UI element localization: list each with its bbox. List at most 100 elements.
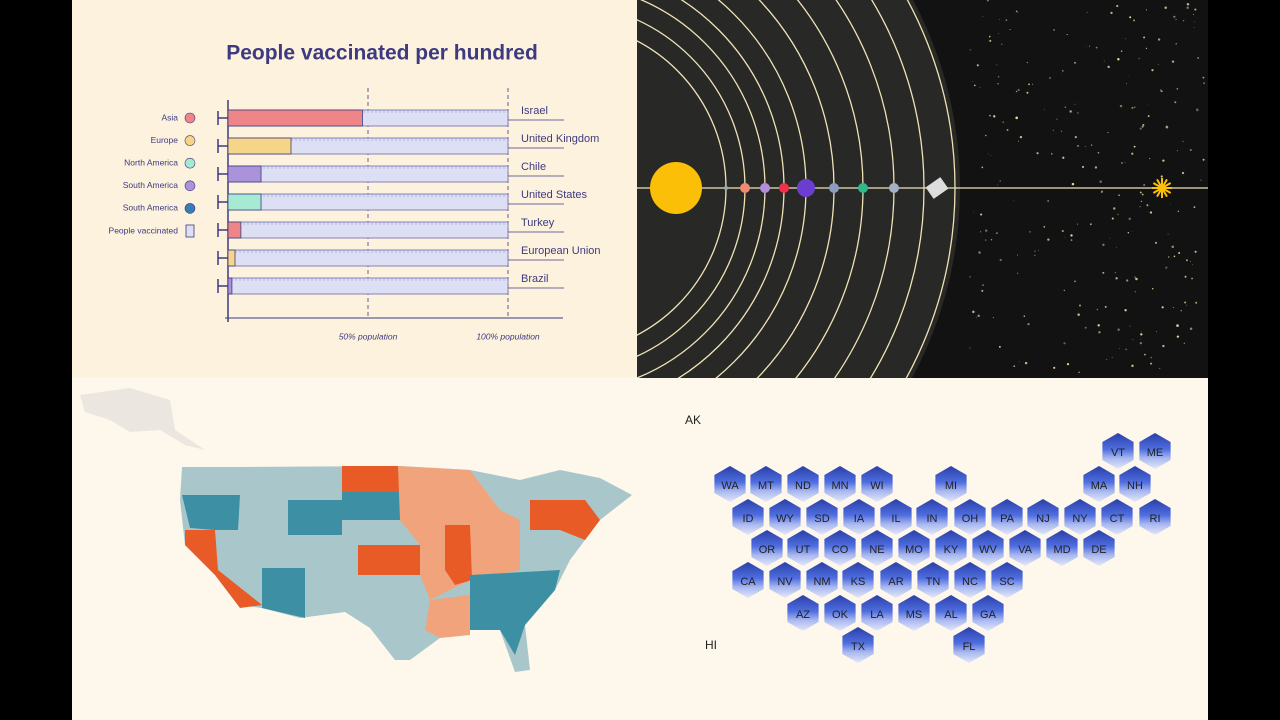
star xyxy=(1183,342,1185,345)
state-hex xyxy=(769,499,801,535)
star xyxy=(1077,112,1079,114)
star xyxy=(1144,353,1146,356)
star xyxy=(1066,33,1068,36)
state-hex xyxy=(954,499,986,535)
star xyxy=(1173,15,1176,18)
state-hex xyxy=(1083,530,1115,566)
legend-label: People vaccinated xyxy=(109,225,179,235)
planet xyxy=(889,183,899,193)
star xyxy=(1132,230,1133,232)
state-label: WA xyxy=(721,480,739,492)
star xyxy=(987,153,989,155)
star xyxy=(1097,151,1100,154)
us-map xyxy=(80,388,632,672)
star xyxy=(1117,213,1119,216)
state-hex xyxy=(824,466,856,502)
star xyxy=(1149,211,1153,214)
star xyxy=(1077,145,1079,147)
state-hex xyxy=(1102,433,1134,469)
star xyxy=(1172,306,1174,308)
state-hex xyxy=(1139,433,1171,469)
star xyxy=(1203,82,1206,85)
star xyxy=(1143,36,1146,39)
star xyxy=(1086,11,1088,13)
state-hex xyxy=(806,562,838,598)
star xyxy=(986,0,989,2)
planet xyxy=(797,179,815,197)
star xyxy=(1074,280,1076,283)
star xyxy=(1202,76,1205,79)
star xyxy=(1098,331,1101,334)
star xyxy=(1099,180,1102,183)
star xyxy=(1126,83,1128,85)
star xyxy=(969,276,971,278)
bar xyxy=(227,277,233,295)
star xyxy=(1128,75,1130,77)
star xyxy=(997,75,1000,78)
star xyxy=(1115,277,1118,280)
star xyxy=(1027,323,1030,326)
star xyxy=(1156,331,1158,333)
state-hex xyxy=(935,530,967,566)
alaska-label: AK xyxy=(685,413,701,427)
star xyxy=(1150,362,1153,365)
star xyxy=(985,229,988,232)
legend-label: South America xyxy=(123,180,179,190)
star xyxy=(1117,328,1120,331)
star xyxy=(1139,342,1143,345)
state-label: MD xyxy=(1053,544,1070,556)
star xyxy=(981,289,984,292)
star xyxy=(1017,272,1019,274)
state-label: MT xyxy=(758,480,774,492)
solar-system xyxy=(637,0,1208,378)
star xyxy=(1074,103,1076,105)
state-hex xyxy=(898,530,930,566)
region xyxy=(185,530,262,608)
bar xyxy=(227,165,262,183)
star xyxy=(1044,109,1045,110)
state-label: AR xyxy=(888,576,903,588)
star xyxy=(1104,305,1107,308)
state-hex xyxy=(954,562,986,598)
star xyxy=(1131,364,1134,368)
star xyxy=(971,81,973,82)
star xyxy=(1097,324,1100,327)
star xyxy=(1200,179,1202,181)
alaska-shape xyxy=(80,388,205,450)
state-hex xyxy=(1064,499,1096,535)
star xyxy=(1162,159,1165,162)
region xyxy=(530,500,600,540)
state-label: RI xyxy=(1150,513,1161,525)
state-label: NJ xyxy=(1036,513,1049,525)
state-label: ME xyxy=(1147,447,1164,459)
star xyxy=(1015,116,1018,120)
star xyxy=(1165,266,1168,269)
star xyxy=(988,37,990,39)
bar xyxy=(227,137,292,155)
planet xyxy=(724,186,728,190)
state-label: NM xyxy=(813,576,830,588)
star xyxy=(1155,241,1157,244)
star xyxy=(1162,344,1165,348)
state-label: WV xyxy=(979,544,997,556)
bar-chart: People vaccinated per hundred 50% popula… xyxy=(109,42,601,342)
state-label: DE xyxy=(1091,544,1106,556)
star xyxy=(973,211,974,212)
category-label: European Union xyxy=(521,245,601,257)
star xyxy=(1063,289,1065,292)
state-label: FL xyxy=(963,641,976,653)
state-hex xyxy=(732,499,764,535)
star xyxy=(1202,158,1205,161)
star xyxy=(982,284,984,286)
state-label: WI xyxy=(870,480,883,492)
legend-label: South America xyxy=(123,203,179,213)
star xyxy=(969,347,971,349)
star xyxy=(1139,339,1141,340)
state-label: IN xyxy=(927,513,938,525)
star xyxy=(1116,4,1119,8)
star xyxy=(1186,3,1190,6)
star xyxy=(974,84,976,87)
satellite xyxy=(925,177,949,199)
star xyxy=(1145,9,1148,11)
category-label: Turkey xyxy=(521,217,555,229)
